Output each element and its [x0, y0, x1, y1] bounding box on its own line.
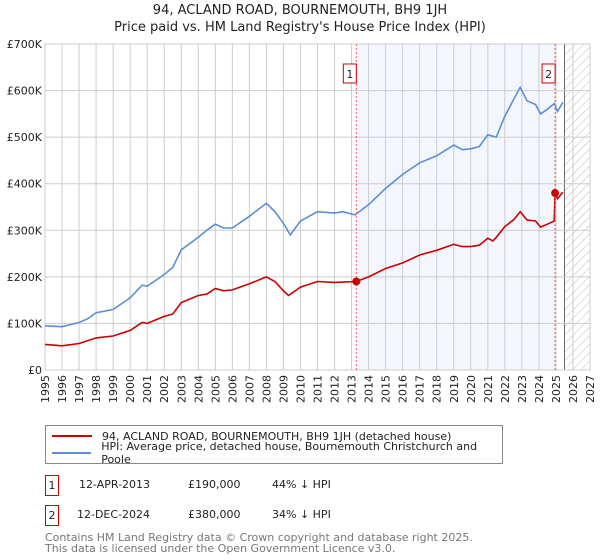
- footer-line-1: Contains HM Land Registry data © Crown c…: [45, 531, 473, 544]
- footer: Contains HM Land Registry data © Crown c…: [45, 532, 473, 554]
- x-tick-label: 2022: [499, 375, 512, 403]
- x-tick-label: 2014: [363, 375, 376, 403]
- x-tick-label: 2023: [516, 375, 529, 403]
- transaction-date: 12-DEC-2024: [77, 508, 151, 521]
- x-tick-label: 2015: [380, 375, 393, 403]
- y-tick-label: £700K: [7, 38, 43, 51]
- hpi-line: [44, 85, 564, 328]
- x-tick-label: 2024: [533, 375, 546, 403]
- transaction-hpi: 34% ↓ HPI: [272, 508, 331, 521]
- transaction-row: 2 12-DEC-2024 £380,000 34% ↓ HPI: [45, 505, 445, 526]
- x-tick-label: 2006: [226, 375, 239, 403]
- x-tick-label: 1997: [73, 375, 86, 403]
- x-tick-label: 2007: [243, 375, 256, 403]
- transaction-badge: 1: [45, 475, 59, 496]
- x-tick-label: 2027: [584, 375, 597, 403]
- x-tick-label: 2004: [192, 375, 205, 403]
- x-tick-label: 2019: [448, 375, 461, 403]
- y-tick-label: £600K: [7, 85, 43, 98]
- transaction-price: £190,000: [188, 478, 241, 491]
- y-tick-label: £300K: [7, 224, 43, 237]
- legend-swatch-blue: [52, 452, 92, 454]
- x-tick-label: 2021: [482, 375, 495, 403]
- x-tick-label: 2001: [141, 375, 154, 403]
- x-tick-label: 2013: [346, 375, 359, 403]
- x-tick-label: 1995: [39, 375, 52, 403]
- legend-item-hpi: HPI: Average price, detached house, Bour…: [52, 440, 502, 466]
- legend-label-hpi: HPI: Average price, detached house, Bour…: [101, 440, 478, 466]
- transaction-hpi: 44% ↓ HPI: [272, 478, 331, 491]
- x-tick-label: 1998: [90, 375, 103, 403]
- x-tick-label: 2018: [431, 375, 444, 403]
- chart-subtitle: Price paid vs. HM Land Registry's House …: [114, 20, 486, 35]
- x-tick-label: 2011: [312, 375, 325, 403]
- transaction-row: 1 12-APR-2013 £190,000 44% ↓ HPI: [45, 475, 445, 496]
- x-tick-label: 1996: [56, 375, 69, 403]
- x-tick-label: 2016: [397, 375, 410, 403]
- x-tick-label: 2026: [567, 375, 580, 403]
- x-tick-label: 2008: [260, 375, 273, 403]
- plot-border: [44, 43, 591, 371]
- sale-badge: [342, 63, 357, 84]
- transaction-price: £380,000: [188, 508, 241, 521]
- x-tick-label: 2000: [124, 375, 137, 403]
- sale-point: [352, 277, 361, 286]
- x-tick-label: 2017: [414, 375, 427, 403]
- transaction-date: 12-APR-2013: [79, 478, 151, 491]
- chart-title: 94, ACLAND ROAD, BOURNEMOUTH, BH9 1JH: [152, 3, 448, 18]
- x-tick-label: 2009: [277, 375, 290, 403]
- legend: 94, ACLAND ROAD, BOURNEMOUTH, BH9 1JH (d…: [45, 425, 503, 466]
- legend-label-property: 94, ACLAND ROAD, BOURNEMOUTH, BH9 1JH (d…: [102, 429, 452, 443]
- y-tick-label: £200K: [7, 271, 43, 284]
- y-tick-label: £500K: [7, 131, 43, 144]
- sale-badge: [541, 63, 556, 84]
- price-chart: 1 2 1995 1996 1997 1998 1999 2000 2001 2002 2003 20…: [7, 38, 597, 403]
- transaction-badge: 2: [45, 505, 59, 526]
- x-tick-label: 2020: [465, 375, 478, 403]
- y-tick-label: £0: [28, 364, 42, 377]
- sale-badge-label: 1: [346, 68, 353, 81]
- y-tick-label: £400K: [7, 178, 43, 191]
- shaded-period: [356, 44, 556, 370]
- forecast-hatch: [564, 44, 590, 370]
- sale-badge-label: 2: [545, 68, 552, 81]
- x-tick-label: 2010: [294, 375, 307, 403]
- x-tick-label: 1999: [107, 375, 120, 403]
- legend-swatch-red: [52, 435, 92, 437]
- legend-item-property: 94, ACLAND ROAD, BOURNEMOUTH, BH9 1JH (d…: [52, 428, 451, 444]
- sale-point: [551, 189, 560, 198]
- x-tick-label: 2012: [329, 375, 342, 403]
- footer-line-2: This data is licensed under the Open Gov…: [45, 542, 396, 555]
- y-tick-label: £100K: [7, 317, 43, 330]
- x-tick-label: 2002: [158, 375, 171, 403]
- x-tick-label: 2003: [175, 375, 188, 403]
- x-tick-label: 2005: [209, 375, 222, 403]
- property-price-line: [44, 191, 564, 347]
- x-tick-label: 2025: [550, 375, 563, 403]
